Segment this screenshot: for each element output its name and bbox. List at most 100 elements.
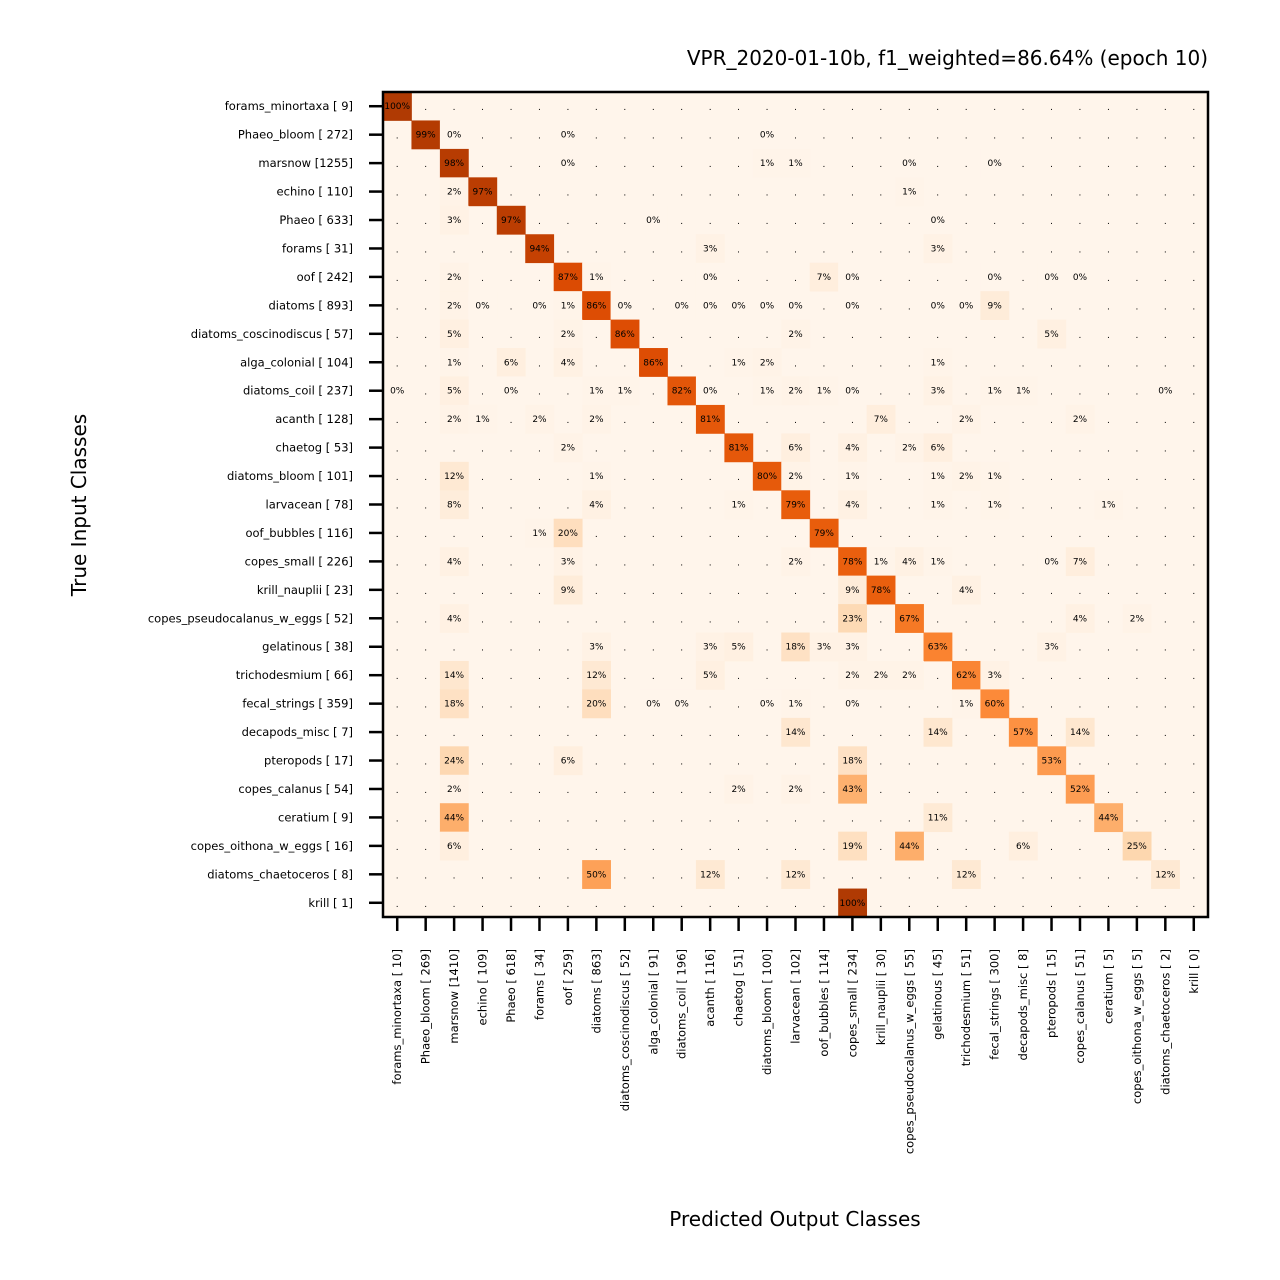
heatmap-cell	[439, 660, 469, 690]
empty-cell-marker: .	[1164, 558, 1167, 568]
y-tick-label: forams [ 31]	[282, 241, 353, 255]
cell-value-label: 6%	[561, 757, 576, 767]
cell-value-label: 8%	[447, 501, 462, 511]
heatmap-cell	[781, 376, 811, 406]
empty-cell-marker: .	[1022, 302, 1025, 312]
empty-cell-marker: .	[1050, 160, 1053, 170]
empty-cell-marker: .	[737, 871, 740, 881]
empty-cell-marker: .	[538, 587, 541, 597]
empty-cell-marker: .	[1107, 758, 1110, 768]
empty-cell-marker: .	[879, 871, 882, 881]
y-tick-label: copes_calanus [ 54]	[238, 782, 353, 796]
y-tick-label: alga_colonial [ 104]	[240, 355, 353, 369]
empty-cell-marker: .	[908, 786, 911, 796]
empty-cell-marker: .	[823, 615, 826, 625]
empty-cell-marker: .	[766, 416, 769, 426]
cell-value-label: 25%	[1127, 842, 1147, 852]
empty-cell-marker: .	[1135, 473, 1138, 483]
empty-cell-marker: .	[510, 302, 513, 312]
cell-value-label: 0%	[760, 131, 775, 141]
empty-cell-marker: .	[709, 445, 712, 455]
empty-cell-marker: .	[1164, 814, 1167, 824]
empty-cell-marker: .	[993, 331, 996, 341]
empty-cell-marker: .	[538, 871, 541, 881]
cell-value-label: 86%	[586, 301, 606, 311]
cell-value-label: 2%	[532, 415, 547, 425]
cell-value-label: 18%	[444, 700, 464, 710]
empty-cell-marker: .	[680, 814, 683, 824]
heatmap-cell	[838, 888, 868, 918]
empty-cell-marker: .	[1079, 160, 1082, 170]
cell-value-label: 0%	[703, 301, 718, 311]
empty-cell-marker: .	[1107, 445, 1110, 455]
empty-cell-marker: .	[1079, 701, 1082, 711]
empty-cell-marker: .	[680, 160, 683, 170]
empty-cell-marker: .	[424, 786, 427, 796]
cell-value-label: 0%	[1158, 387, 1173, 397]
empty-cell-marker: .	[510, 644, 513, 654]
empty-cell-marker: .	[396, 615, 399, 625]
heatmap-cell	[724, 490, 754, 520]
heatmap-cell	[639, 205, 668, 235]
empty-cell-marker: .	[1022, 445, 1025, 455]
empty-cell-marker: .	[993, 530, 996, 540]
empty-cell-marker: .	[623, 103, 626, 113]
cell-value-label: 2%	[561, 330, 576, 340]
x-tick-label: fecal_strings [ 300]	[988, 949, 1002, 1060]
empty-cell-marker: .	[396, 558, 399, 568]
empty-cell-marker: .	[510, 132, 513, 142]
cell-value-label: 12%	[586, 671, 606, 681]
cell-value-label: 5%	[447, 387, 462, 397]
heatmap-cell	[667, 291, 697, 320]
empty-cell-marker: .	[823, 758, 826, 768]
empty-cell-marker: .	[823, 587, 826, 597]
empty-cell-marker: .	[1192, 701, 1195, 711]
x-tick-label: oof [ 259]	[561, 949, 575, 1005]
empty-cell-marker: .	[794, 843, 797, 853]
empty-cell-marker: .	[823, 217, 826, 227]
empty-cell-marker: .	[851, 359, 854, 369]
empty-cell-marker: .	[1050, 416, 1053, 426]
empty-cell-marker: .	[424, 558, 427, 568]
empty-cell-marker: .	[965, 843, 968, 853]
empty-cell-marker: .	[794, 530, 797, 540]
empty-cell-marker: .	[1107, 302, 1110, 312]
empty-cell-marker: .	[823, 245, 826, 255]
empty-cell-marker: .	[424, 644, 427, 654]
empty-cell-marker: .	[396, 871, 399, 881]
empty-cell-marker: .	[396, 587, 399, 597]
heatmap-cell	[439, 120, 469, 150]
empty-cell-marker: .	[481, 672, 484, 682]
heatmap-cell	[639, 689, 668, 719]
empty-cell-marker: .	[396, 530, 399, 540]
cell-value-label: 1%	[931, 472, 946, 482]
empty-cell-marker: .	[481, 473, 484, 483]
empty-cell-marker: .	[1192, 615, 1195, 625]
heatmap-cell	[695, 860, 725, 889]
empty-cell-marker: .	[851, 530, 854, 540]
cell-value-label: 0%	[845, 301, 860, 311]
y-tick-label: copes_small [ 226]	[245, 554, 353, 568]
empty-cell-marker: .	[1164, 331, 1167, 341]
empty-cell-marker: .	[396, 701, 399, 711]
empty-cell-marker: .	[424, 672, 427, 682]
empty-cell-marker: .	[766, 900, 769, 910]
heatmap-cell	[553, 547, 583, 577]
empty-cell-marker: .	[851, 814, 854, 824]
cell-value-label: 0%	[447, 131, 462, 141]
heatmap-cell	[1065, 774, 1095, 804]
empty-cell-marker: .	[737, 160, 740, 170]
empty-cell-marker: .	[908, 473, 911, 483]
y-tick-label: diatoms_chaetoceros [ 8]	[207, 867, 353, 881]
empty-cell-marker: .	[1079, 359, 1082, 369]
empty-cell-marker: .	[1050, 729, 1053, 739]
cell-value-label: 52%	[1070, 785, 1090, 795]
empty-cell-marker: .	[879, 274, 882, 284]
heatmap-cell	[838, 632, 868, 662]
empty-cell-marker: .	[566, 814, 569, 824]
empty-cell-marker: .	[652, 530, 655, 540]
empty-cell-marker: .	[766, 615, 769, 625]
empty-cell-marker: .	[481, 758, 484, 768]
heatmap-cell	[951, 404, 981, 434]
heatmap-cell	[980, 490, 1010, 520]
